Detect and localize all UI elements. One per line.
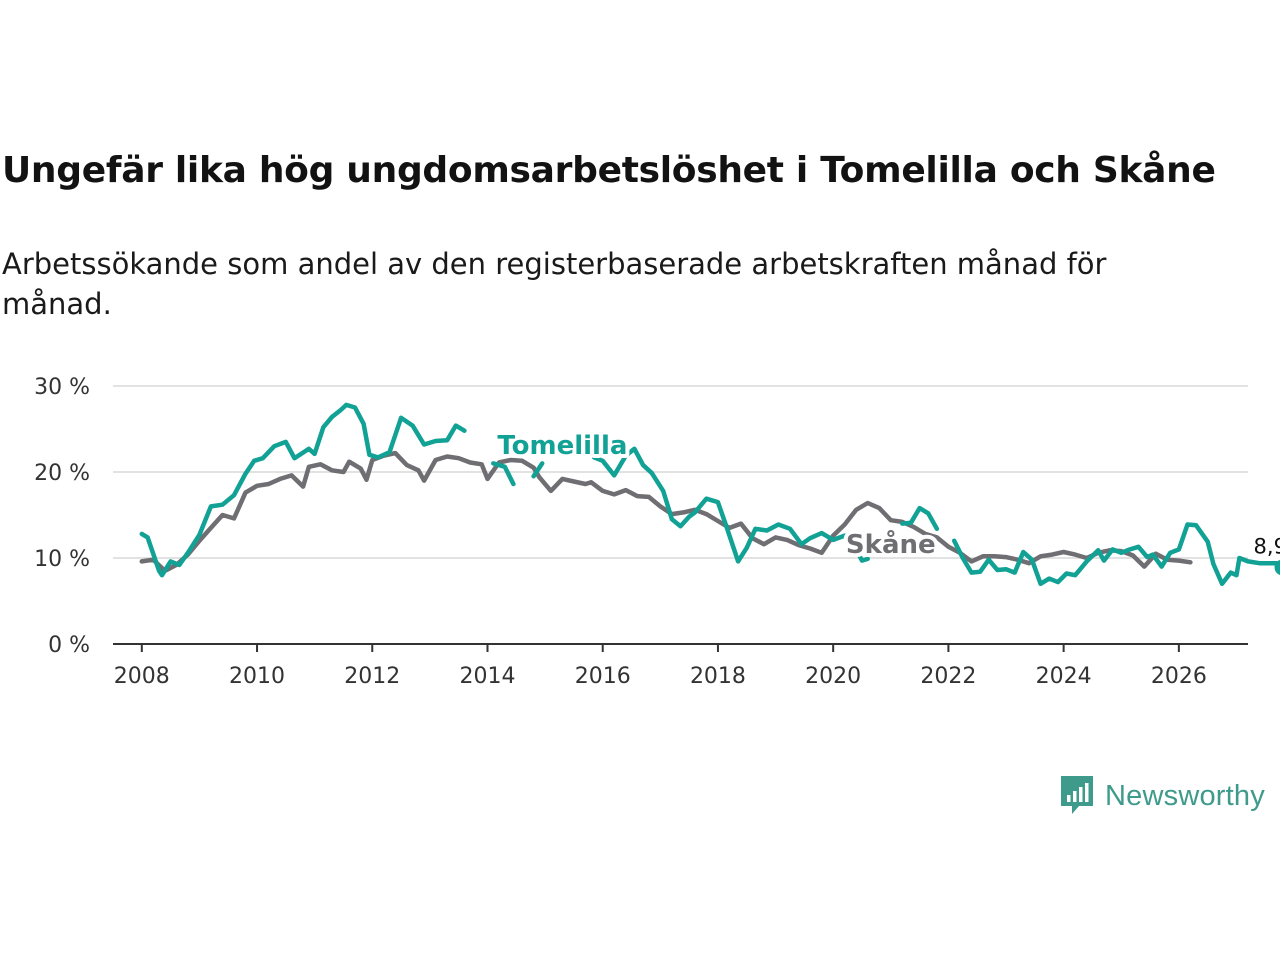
x-tick-label: 2020: [805, 664, 861, 689]
y-tick-label: 0 %: [48, 633, 90, 658]
grid-lines: [113, 385, 1248, 559]
end-value-label: 8,9 %: [1254, 534, 1280, 558]
end-point-marker: [1274, 559, 1280, 576]
series-line-tomelilla: [139, 402, 1280, 587]
y-tick-label: 10 %: [34, 547, 90, 572]
brand-name: Newsworthy: [1105, 779, 1265, 812]
x-tick-label: 2024: [1036, 664, 1092, 689]
y-axis: 0 % 10 % 20 % 30 %: [34, 375, 90, 658]
x-tick-label: 2014: [459, 664, 515, 689]
line-chart: 0 % 10 % 20 % 30 % 2008 2010 2012 2014 2016 2018…: [34, 375, 1280, 689]
series-label-tomelilla-halo: Tomelilla: [497, 431, 627, 461]
series-line-skne: [139, 450, 1193, 574]
x-tick-label: 2016: [575, 664, 631, 689]
series-label-skane: Skåne: [846, 528, 936, 560]
x-tick-label: 2010: [229, 664, 285, 689]
y-tick-label: 30 %: [34, 375, 90, 400]
chart-subtitle: Arbetssökande som andel av den registerb…: [2, 247, 1107, 321]
brand[interactable]: Newsworthy: [1059, 774, 1265, 818]
x-tick-label: 2018: [690, 664, 746, 689]
newsworthy-logo-icon: [1061, 776, 1093, 814]
chart-title: Ungefär lika hög ungdomsarbetslöshet i T…: [2, 150, 1216, 191]
series-label-tomelilla: Tomelilla: [497, 431, 627, 461]
x-axis: 2008 2010 2012 2014 2016 2018 2020 2022 2024 2026: [113, 643, 1248, 689]
x-tick-label: 2022: [920, 664, 976, 689]
series-lines: [139, 402, 1280, 587]
x-tick-label: 2012: [344, 664, 400, 689]
y-tick-label: 20 %: [34, 461, 90, 486]
series-label-skane-halo: Skåne: [846, 528, 936, 560]
x-tick-label: 2008: [114, 664, 170, 689]
x-tick-label: 2026: [1151, 664, 1207, 689]
